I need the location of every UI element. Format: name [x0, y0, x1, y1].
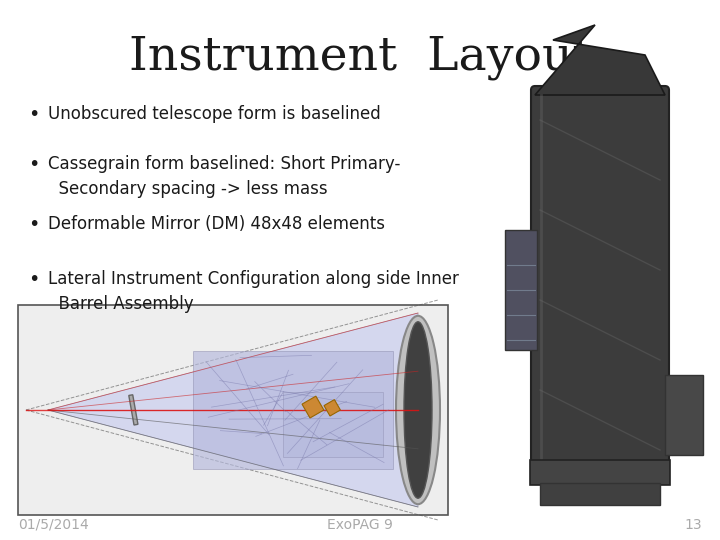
Text: Instrument  Layout: Instrument Layout	[129, 35, 591, 80]
Text: •: •	[28, 215, 40, 234]
Bar	[302, 396, 324, 418]
Text: Lateral Instrument Configuration along side Inner
  Barrel Assembly: Lateral Instrument Configuration along s…	[48, 270, 459, 313]
Bar	[283, 393, 383, 457]
Text: 13: 13	[685, 518, 702, 532]
Bar	[129, 395, 138, 425]
Text: •: •	[28, 105, 40, 124]
Bar	[505, 230, 537, 350]
Text: •: •	[28, 270, 40, 289]
Polygon shape	[48, 313, 418, 507]
Ellipse shape	[396, 316, 440, 504]
Text: Cassegrain form baselined: Short Primary-
  Secondary spacing -> less mass: Cassegrain form baselined: Short Primary…	[48, 155, 400, 198]
Text: Deformable Mirror (DM) 48x48 elements: Deformable Mirror (DM) 48x48 elements	[48, 215, 385, 233]
Text: Unobscured telescope form is baselined: Unobscured telescope form is baselined	[48, 105, 381, 123]
Bar	[540, 483, 660, 505]
Bar	[18, 305, 448, 515]
Polygon shape	[535, 25, 665, 95]
FancyBboxPatch shape	[531, 86, 669, 484]
Bar	[193, 351, 393, 469]
Text: ExoPAG 9: ExoPAG 9	[327, 518, 393, 532]
Text: •: •	[28, 155, 40, 174]
Bar	[324, 400, 341, 416]
Ellipse shape	[404, 322, 432, 498]
Bar	[530, 460, 670, 485]
Bar	[665, 375, 703, 455]
Text: 01/5/2014: 01/5/2014	[18, 518, 89, 532]
